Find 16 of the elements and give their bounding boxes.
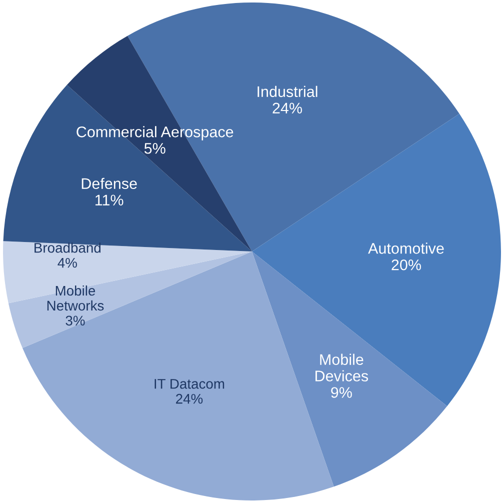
data-label: 24%: [272, 102, 302, 114]
data-label: 4%: [58, 258, 77, 268]
data-label: 9%: [331, 387, 352, 398]
slice-label: Broadband: [34, 242, 100, 253]
slice-label: Industrial: [258, 86, 318, 98]
slice-label: IT Datacom: [154, 379, 224, 389]
data-label: 20%: [392, 259, 421, 270]
data-label: 11%: [96, 194, 124, 206]
slice-label: Automotive: [368, 242, 444, 254]
slice-label: Mobile Networks: [47, 285, 104, 311]
data-label: 5%: [144, 143, 166, 154]
slice-label: Defense: [82, 178, 137, 190]
slice-label: Mobile Devices: [316, 354, 368, 382]
data-label: 3%: [66, 316, 85, 326]
slice-label: Commercial Aerospace: [76, 126, 234, 140]
data-label: 24%: [176, 394, 203, 404]
